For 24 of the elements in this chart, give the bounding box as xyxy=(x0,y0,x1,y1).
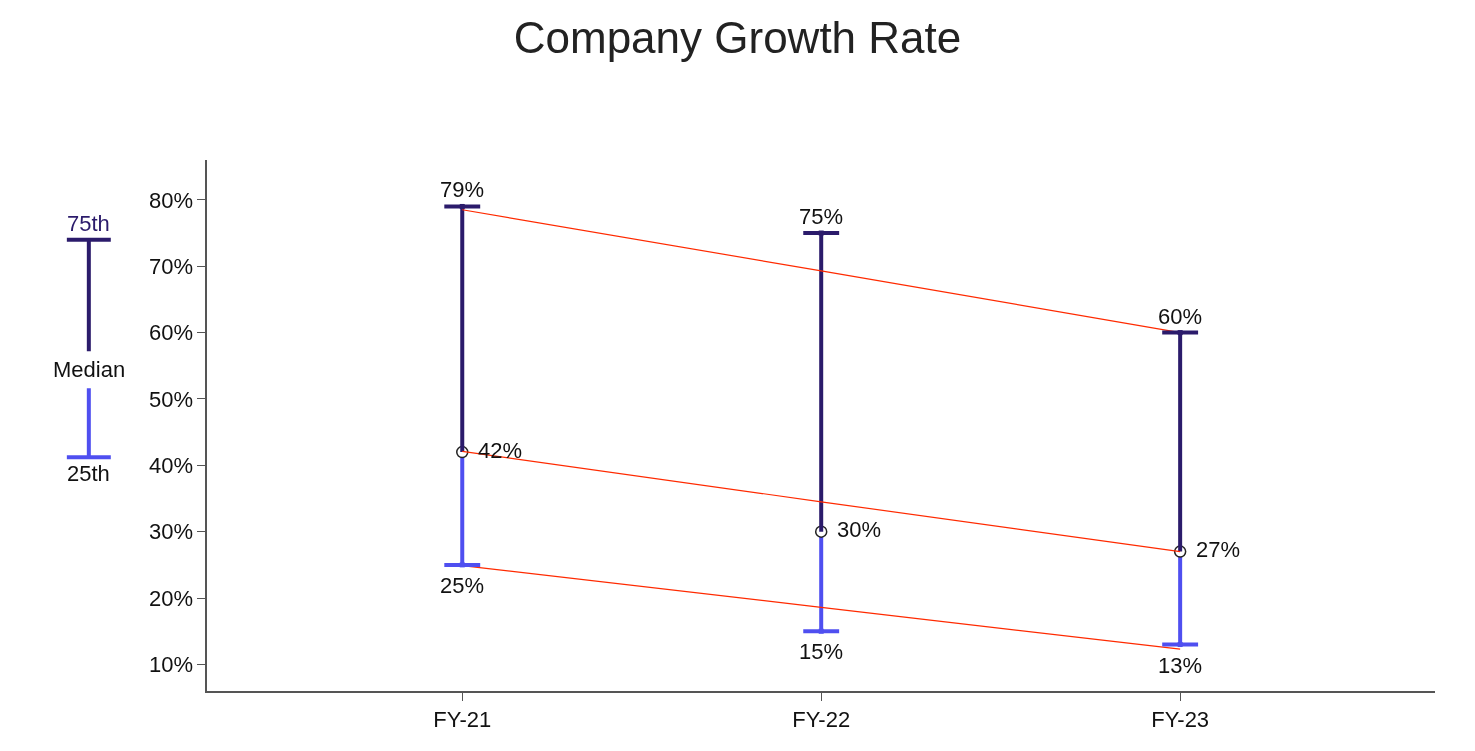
y-tick-label: 20% xyxy=(148,585,193,611)
y-tick-label: 10% xyxy=(148,652,193,678)
text: 75th xyxy=(67,211,110,236)
y-tick-label: 70% xyxy=(148,253,193,279)
data-label: 30% xyxy=(837,517,882,542)
y-tick-label: 50% xyxy=(148,386,193,412)
x-tick-label: FY-23 xyxy=(1151,707,1210,733)
y-tick-label: 80% xyxy=(148,187,193,213)
y-tick-label: 30% xyxy=(148,519,193,545)
y-tick-label: 60% xyxy=(148,320,193,346)
data-label: 15% xyxy=(799,639,844,664)
chart-title: Company Growth Rate xyxy=(513,13,962,63)
data-label: 42% xyxy=(478,438,523,463)
data-label: 13% xyxy=(1158,653,1203,678)
data-label: 60% xyxy=(1158,304,1203,329)
x-tick-label: FY-22 xyxy=(792,707,851,733)
data-label: 75% xyxy=(799,204,844,229)
legend-label: 25th xyxy=(67,461,110,486)
x-tick-label: FY-21 xyxy=(433,707,492,733)
text: Median xyxy=(53,357,126,382)
data-label: 79% xyxy=(440,177,485,202)
data-label: 27% xyxy=(1196,537,1241,562)
y-tick-label: 40% xyxy=(148,453,193,479)
data-label: 25% xyxy=(440,573,485,598)
